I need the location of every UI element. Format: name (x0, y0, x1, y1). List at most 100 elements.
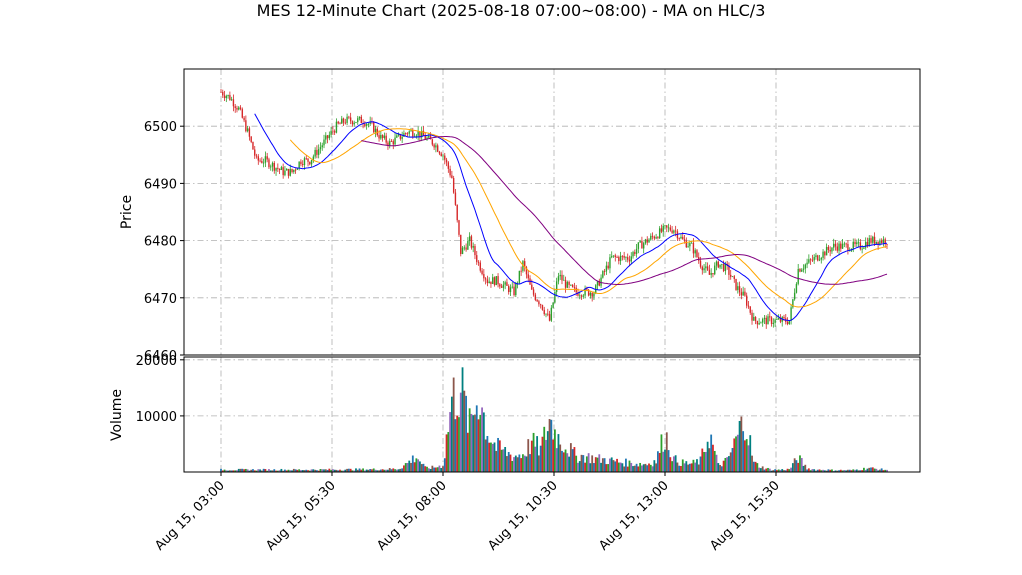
volume-bar (438, 465, 441, 472)
candle-body (591, 293, 593, 297)
candle-body (600, 277, 602, 286)
volume-bar (736, 434, 739, 472)
volume-bar (417, 459, 420, 472)
candle-body (852, 241, 854, 249)
candle-body (518, 270, 521, 283)
volume-bar (831, 469, 833, 472)
volume-bar (678, 465, 681, 472)
volume-bar (383, 469, 386, 472)
volume-bar (259, 469, 261, 472)
volume-bar (550, 419, 553, 472)
candle-body (793, 292, 796, 300)
volume-bar (491, 443, 494, 472)
volume-bar (522, 454, 524, 472)
volume-bar (316, 470, 318, 472)
volume-bar (763, 469, 766, 472)
candle-body (536, 299, 538, 302)
candle-body (268, 159, 270, 168)
candle-body (779, 318, 782, 322)
candle-body (452, 178, 455, 193)
volume-bar (848, 469, 851, 472)
candle-body (449, 168, 451, 176)
candle-body (433, 144, 435, 148)
volume-bar (268, 469, 270, 472)
candle-body (801, 269, 803, 272)
volume-bar (758, 467, 761, 472)
volume-bar (475, 405, 478, 472)
candle-body (863, 247, 865, 249)
candle-body (715, 261, 718, 266)
volume-bar (543, 426, 546, 472)
volume-bar (845, 470, 848, 472)
volume-bar (601, 458, 604, 472)
candle-body (706, 266, 709, 270)
volume-bar (292, 468, 295, 472)
volume-bar (726, 457, 729, 472)
candle-body (499, 284, 501, 287)
candle-body (289, 168, 291, 176)
volume-bar (271, 470, 274, 472)
candle-body (866, 241, 869, 247)
volume-bar (324, 469, 327, 472)
candle-body (337, 121, 339, 124)
candle-body (694, 250, 696, 254)
price-ytick-label: 6460 (144, 349, 177, 364)
moving-average-line (361, 136, 888, 285)
candle-body (833, 243, 835, 248)
volume-bar (482, 412, 485, 472)
candle-body (857, 242, 860, 244)
volume-bar (477, 419, 480, 472)
volume-bar (481, 407, 483, 472)
volume-bar (603, 458, 606, 472)
candle-body (607, 265, 609, 269)
candle-body (619, 255, 622, 262)
volume-bar (665, 432, 668, 472)
volume-bar (775, 470, 778, 472)
candle-body (284, 170, 286, 176)
volume-bar (426, 466, 428, 472)
candle-body (373, 122, 375, 133)
volume-bar (228, 470, 231, 472)
candle-body (820, 257, 822, 260)
volume-bar (546, 431, 549, 472)
candle-body (461, 247, 464, 255)
candle-body (792, 299, 794, 308)
candle-body (618, 257, 620, 262)
candle-body (838, 243, 840, 251)
candle-body (614, 255, 616, 258)
candle-body (632, 252, 634, 257)
volume-bar (484, 439, 487, 472)
volume-bar (367, 469, 370, 472)
candle-body (523, 261, 526, 268)
volume-bar (880, 468, 883, 472)
volume-bar (513, 457, 515, 472)
candle-body (447, 162, 450, 169)
volume-bar (699, 456, 702, 472)
volume-bar (740, 416, 743, 472)
volume-bar (548, 419, 551, 472)
volume-bar (420, 464, 423, 472)
volume-bar (649, 464, 652, 472)
x-tick-label: Aug 15, 15:30 (707, 478, 783, 554)
candle-body (468, 236, 471, 242)
volume-bar (255, 470, 258, 472)
candle-body (650, 235, 652, 240)
volume-bar (433, 467, 436, 472)
volume-bar (553, 429, 556, 472)
candle-body (282, 167, 284, 176)
candle-body (417, 131, 419, 136)
candle-body (740, 292, 743, 296)
candle-body (658, 228, 661, 239)
volume-bar (687, 464, 689, 472)
candle-body (312, 156, 315, 161)
candle-body (543, 309, 545, 315)
volume-bar (538, 455, 540, 472)
candle-body (328, 134, 331, 139)
volume-bar (804, 464, 807, 472)
volume-bar (863, 467, 865, 472)
volume-bar (630, 462, 633, 472)
volume-bar (823, 470, 826, 472)
candle-body (767, 316, 769, 325)
candle-body (495, 276, 497, 286)
volume-bar (353, 470, 356, 472)
